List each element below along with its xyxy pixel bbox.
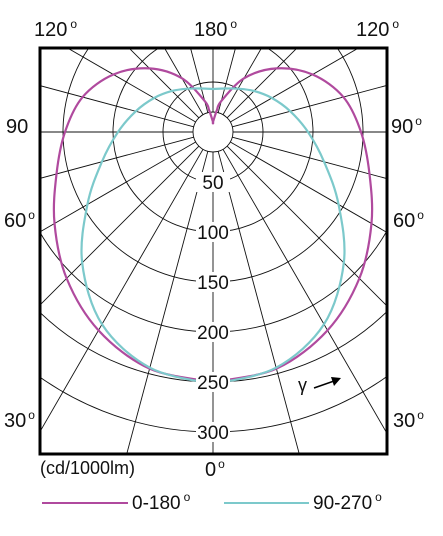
angle-label-60-left: 60 o <box>4 208 35 232</box>
radial-tick-label: 250 <box>197 373 229 394</box>
grid-spoke <box>40 149 204 433</box>
intensity-curves <box>52 67 374 388</box>
grid-spoke <box>40 145 200 306</box>
grid-spoke <box>40 136 194 179</box>
angle-label-180: 180 o <box>194 17 237 41</box>
tick-label-background <box>196 322 230 342</box>
tick-label-background <box>196 272 230 292</box>
series-line-0-180 <box>52 67 374 385</box>
grid-spoke <box>126 151 209 454</box>
series-line-90-270 <box>80 87 346 388</box>
radial-tick-label: 200 <box>197 323 229 344</box>
grid-spoke <box>40 85 194 128</box>
angle-label-120-right: 120 o <box>356 17 399 41</box>
angle-label-120-left: 120 o <box>34 17 77 41</box>
grid-circle <box>192 111 234 153</box>
grid-spoke <box>226 48 298 119</box>
grid-spoke <box>232 84 387 128</box>
grid-spoke <box>230 48 360 123</box>
gamma-symbol: γ <box>298 375 307 395</box>
grid-spoke <box>217 151 300 454</box>
legend-label-0-180: 0-180 o <box>132 490 191 514</box>
grid-spoke <box>230 141 387 233</box>
legend-label-90-270: 90-270 o <box>313 490 382 514</box>
unit-label: (cd/1000lm) <box>40 458 135 478</box>
angle-label-90-left: 90 <box>6 116 28 138</box>
angle-label-30-right: 30 o <box>393 408 424 432</box>
grid-circle <box>40 375 387 433</box>
grid-spoke <box>66 48 196 123</box>
tick-label-background <box>196 422 230 442</box>
gamma-direction-arrow <box>313 377 341 389</box>
grid-spoke <box>226 145 387 307</box>
grid-spoke <box>128 48 200 119</box>
radial-tick-label: 100 <box>197 223 229 244</box>
tick-label-background <box>196 222 230 242</box>
radial-tick-label: 150 <box>197 273 229 294</box>
plot-frame <box>38 46 389 456</box>
radial-tick-labels: 50 100 150 200 250 300 <box>196 172 230 444</box>
angle-label-90-right: 90 o <box>391 114 422 138</box>
grid-spoke <box>163 48 204 115</box>
radial-tick-label: 50 <box>202 173 223 194</box>
angle-label-60-right: 60 o <box>393 208 424 232</box>
grid-spoke <box>40 141 196 233</box>
grid-spoke <box>222 48 263 115</box>
angle-label-30-left: 30 o <box>4 408 35 432</box>
tick-label-background <box>196 372 230 392</box>
grid-spoke <box>232 136 387 180</box>
radial-tick-label: 300 <box>197 423 229 444</box>
grid-spoke <box>222 149 387 435</box>
tick-label-background <box>196 172 230 192</box>
